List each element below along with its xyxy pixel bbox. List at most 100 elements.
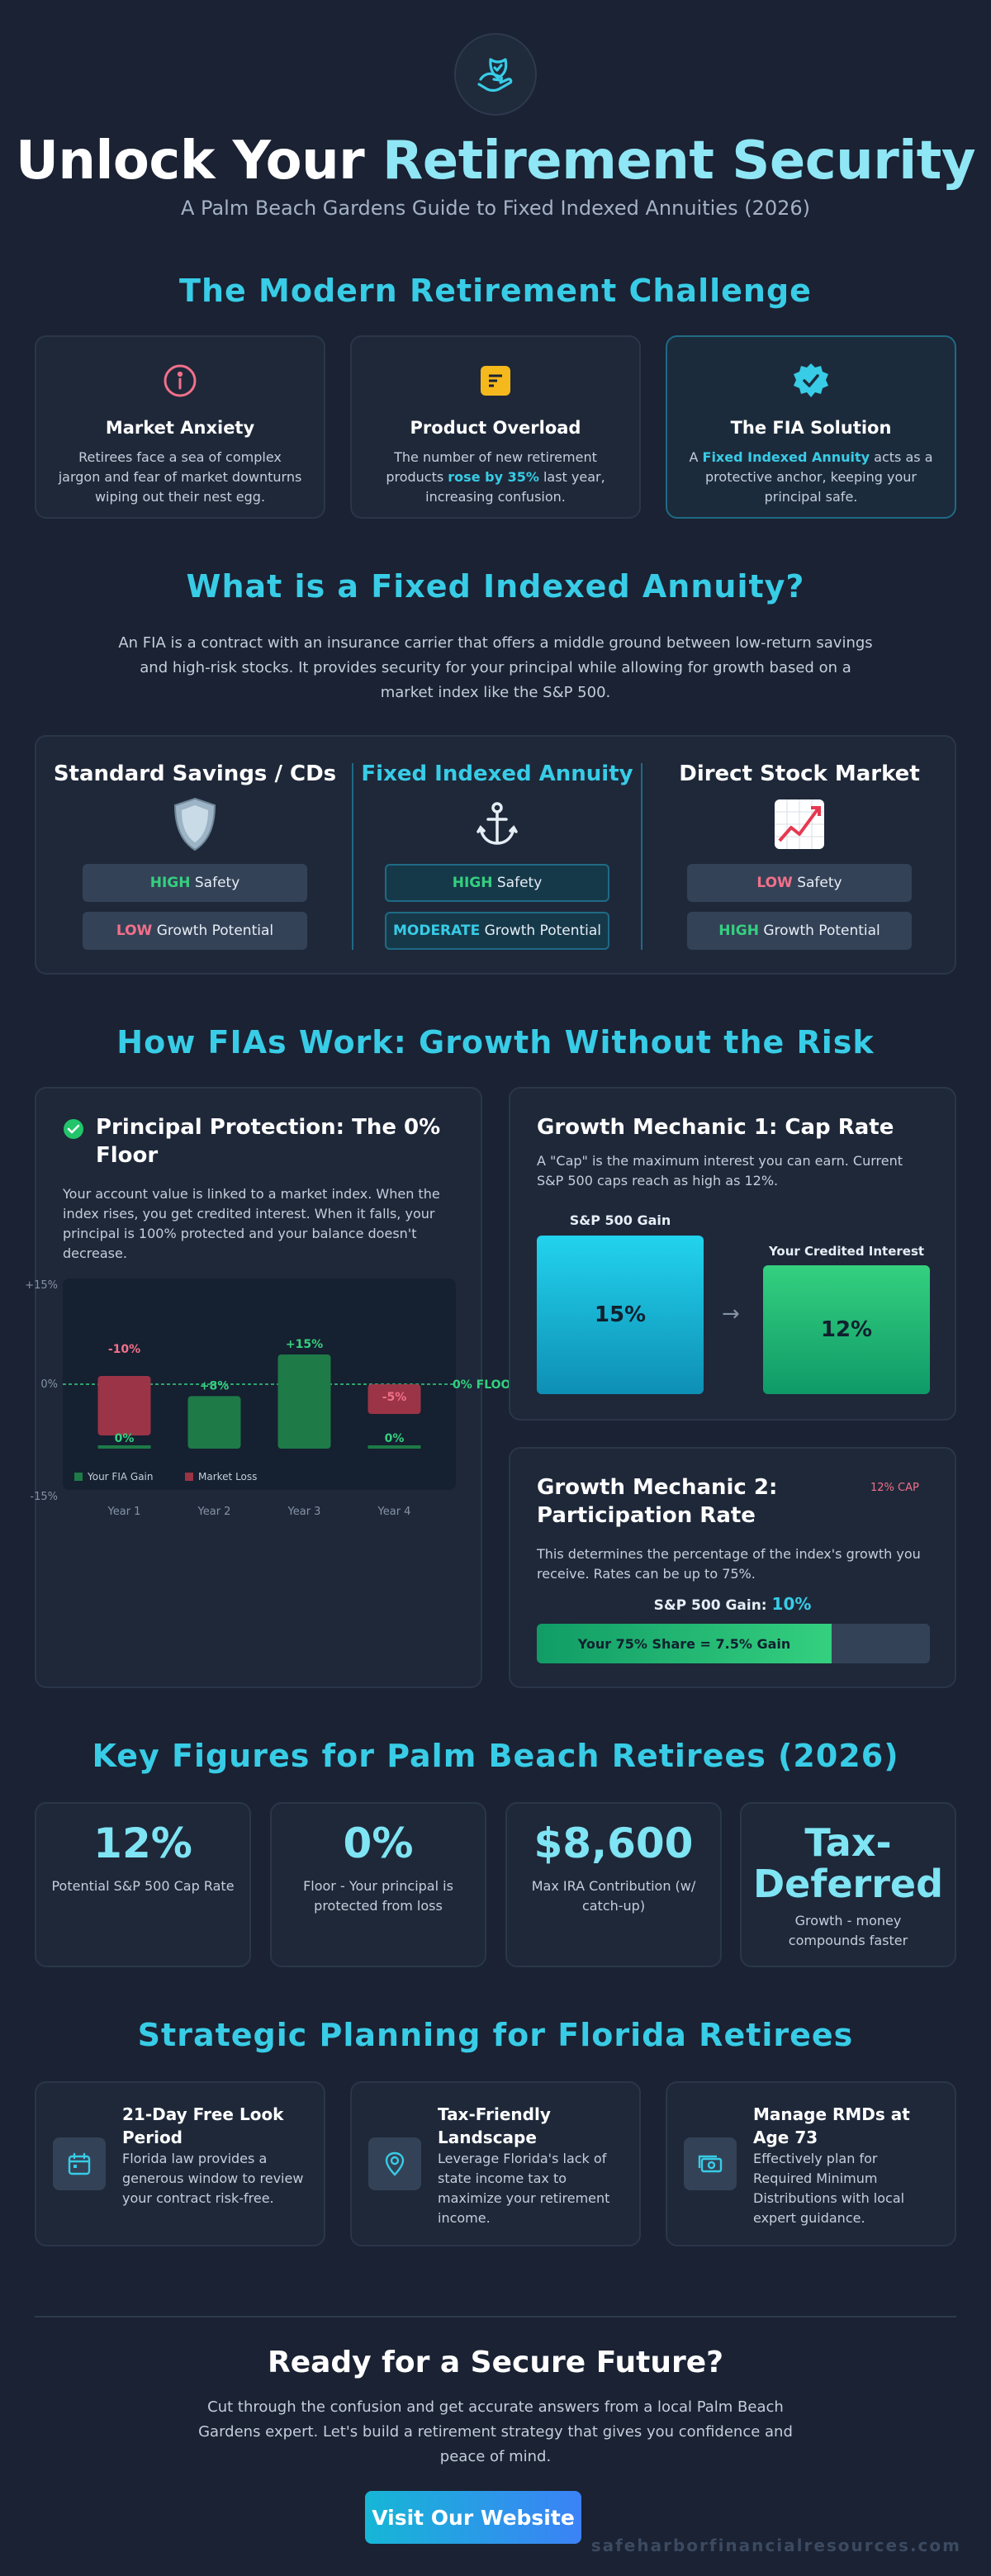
fia-zero-label: 0%: [115, 1432, 135, 1445]
safety-pill: LOW Safety: [687, 864, 912, 902]
x-tick-label: Year 2: [197, 1506, 231, 1518]
legend-label-loss: Market Loss: [198, 1471, 257, 1483]
figure-value: Tax-Deferred: [752, 1820, 944, 1906]
strategy-card: 21-Day Free Look Period Florida law prov…: [35, 2081, 325, 2246]
figure-value: 0%: [343, 1819, 414, 1867]
growth-pill: HIGH Growth Potential: [687, 912, 912, 950]
figure-card: 0% Floor - Your principal is protected f…: [270, 1802, 486, 1967]
cta-text: Cut through the confusion and get accura…: [198, 2398, 793, 2465]
credited-interest-bar: 12%: [763, 1265, 930, 1394]
challenge-card-fia-solution: The FIA Solution A Fixed Indexed Annuity…: [666, 335, 956, 519]
market-loss-label: -5%: [382, 1391, 407, 1404]
y-tick-label: -15%: [30, 1491, 58, 1503]
floor-bar-chart: +15% 0% -15% 0% FLOOR -10% 0% Year 1 +8% Year 2 +…: [25, 1279, 519, 1518]
title-part-2: Retirement Security: [382, 130, 976, 192]
fia-zero-label: 0%: [385, 1432, 405, 1445]
challenge-card-product-overload: Product Overload The number of new retir…: [350, 335, 641, 519]
principal-title: Principal Protection: The 0% Floor: [96, 1115, 441, 1168]
comparison-title: Direct Stock Market: [679, 761, 920, 786]
challenge-text: The number of new retirement products ro…: [386, 449, 605, 505]
title-part-1: Unlock Your: [15, 130, 365, 192]
strategy-card: Tax-Friendly Landscape Leverage Florida'…: [350, 2081, 641, 2246]
document-icon: [372, 360, 619, 401]
cap-left-label: S&P 500 Gain: [569, 1212, 671, 1228]
market-loss-bar: [367, 1384, 421, 1414]
figure-card: 12% Potential S&P 500 Cap Rate: [35, 1802, 251, 1967]
strategy-text: Florida law provides a generous window t…: [122, 2151, 304, 2206]
x-tick-label: Year 1: [107, 1506, 141, 1518]
y-tick-label: 0%: [40, 1378, 58, 1391]
visit-website-button[interactable]: Visit Our Website: [365, 2491, 581, 2544]
x-tick-label: Year 3: [287, 1506, 321, 1518]
figure-label: Growth - money compounds faster: [788, 1913, 908, 1948]
section-title-strategic: Strategic Planning for Florida Retirees: [137, 2017, 854, 2053]
section-divider: [35, 2316, 956, 2317]
challenge-title: Market Anxiety: [105, 418, 255, 438]
footer-url[interactable]: safeharborfinancialresources.com: [590, 2536, 961, 2555]
shield-emoji-icon: [50, 795, 340, 854]
strategy-title: Tax-Friendly Landscape: [438, 2104, 551, 2147]
growth-pill: LOW Growth Potential: [83, 912, 307, 950]
market-loss-label: -10%: [108, 1343, 140, 1356]
money-icon: [684, 2137, 737, 2190]
anchor-icon: [352, 795, 642, 854]
info-circle-icon: [56, 360, 304, 401]
comparison-divider: [352, 763, 353, 950]
figure-value: $8,600: [533, 1819, 694, 1867]
challenge-title: Product Overload: [410, 418, 581, 438]
challenge-text: Retirees face a sea of complex jargon an…: [58, 449, 302, 505]
strategy-title: Manage RMDs at Age 73: [753, 2104, 910, 2147]
y-tick-label: +15%: [25, 1279, 58, 1292]
cta-title: Ready for a Secure Future?: [267, 2346, 724, 2379]
participation-rate-card: Growth Mechanic 2: Participation Rate 12…: [509, 1447, 956, 1688]
participation-text: This determines the percentage of the in…: [537, 1546, 921, 1582]
check-circle-icon: [63, 1118, 84, 1143]
strategy-text: Leverage Florida's lack of state income …: [438, 2151, 610, 2226]
strategy-card: Manage RMDs at Age 73 Effectively plan f…: [666, 2081, 956, 2246]
comparison-divider: [641, 763, 642, 950]
fia-gain-label: +8%: [200, 1379, 230, 1392]
safety-pill: HIGH Safety: [385, 864, 609, 902]
legend-swatch-loss: [185, 1473, 193, 1481]
cap-right-label: Your Credited Interest: [768, 1244, 925, 1259]
participation-track: Your 75% Share = 7.5% Gain: [537, 1624, 930, 1663]
chart-increasing-icon: [654, 795, 945, 854]
fia-gain-bar: [277, 1354, 331, 1449]
figure-card: $8,600 Max IRA Contribution (w/ catch-up…: [505, 1802, 722, 1967]
sp500-gain-bar: 15%: [537, 1236, 704, 1394]
figure-label: Floor - Your principal is protected from…: [303, 1878, 453, 1914]
section-title-figures: Key Figures for Palm Beach Retirees (202…: [92, 1738, 899, 1774]
fia-intro-text: An FIA is a contract with an insurance c…: [118, 634, 873, 701]
comparison-col-stocks: Direct Stock Market LOW Safety HIGH Grow…: [654, 737, 945, 976]
arrow-right-icon: →: [722, 1302, 740, 1326]
figure-card: Tax-Deferred Growth - money compounds fa…: [740, 1802, 956, 1967]
hand-shield-icon: [454, 33, 537, 116]
participation-share-bar: Your 75% Share = 7.5% Gain: [537, 1624, 832, 1663]
comparison-box: Standard Savings / CDs HIGH Safety LOW G…: [35, 735, 956, 975]
page-subtitle: A Palm Beach Gardens Guide to Fixed Inde…: [181, 197, 810, 220]
challenge-card-market-anxiety: Market Anxiety Retirees face a sea of co…: [35, 335, 325, 519]
section-title-challenge: The Modern Retirement Challenge: [179, 273, 812, 309]
safety-pill: HIGH Safety: [83, 864, 307, 902]
section-title-what-is: What is a Fixed Indexed Annuity?: [186, 568, 805, 605]
x-tick-label: Year 4: [377, 1506, 411, 1518]
strategy-text: Effectively plan for Required Minimum Di…: [753, 2151, 905, 2226]
fia-gain-bar: [187, 1396, 241, 1449]
participation-title: Growth Mechanic 2: Participation Rate: [537, 1475, 778, 1528]
figure-value: 12%: [93, 1819, 192, 1867]
challenge-title: The FIA Solution: [730, 418, 892, 438]
calendar-icon: [53, 2137, 106, 2190]
cap-rate-title: Growth Mechanic 1: Cap Rate: [537, 1115, 894, 1140]
market-loss-bar: [97, 1376, 151, 1435]
badge-check-icon: [687, 360, 935, 401]
comparison-col-savings: Standard Savings / CDs HIGH Safety LOW G…: [50, 737, 340, 976]
map-pin-icon: [368, 2137, 421, 2190]
comparison-col-fia: Fixed Indexed Annuity HIGH Safety MODERA…: [352, 737, 642, 976]
comparison-title: Fixed Indexed Annuity: [361, 761, 633, 786]
challenge-text: A Fixed Indexed Annuity acts as a protec…: [689, 449, 933, 505]
floor-label: 0% FLOOR: [453, 1378, 519, 1392]
legend-swatch-gain: [74, 1473, 83, 1481]
page-title: Unlock Your Retirement Security: [0, 130, 991, 192]
strategy-title: 21-Day Free Look Period: [122, 2104, 284, 2147]
